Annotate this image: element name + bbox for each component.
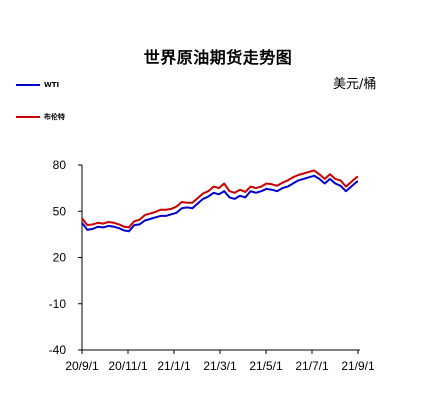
- series-lines: [81, 169, 359, 233]
- x-tick-label: 21/5/1: [249, 359, 283, 373]
- legend-label-wti: WTI: [44, 81, 60, 89]
- chart-title: 世界原油期货走势图: [143, 48, 293, 67]
- legend-label-brent: 布伦特: [44, 113, 65, 121]
- legend-swatch-wti: [16, 84, 40, 86]
- x-tick-label: 21/1/1: [157, 359, 191, 373]
- legend-swatch-brent: [16, 116, 40, 118]
- y-ticks: 80 50 20 -10 -40: [49, 158, 82, 357]
- y-tick-label: 50: [53, 204, 67, 218]
- x-tick-label: 21/3/1: [203, 359, 237, 373]
- series-line-brent: [81, 169, 359, 229]
- x-ticks: 20/9/1 20/11/1 21/1/1 21/3/1 21/5/1 21/7/1 21/…: [65, 350, 375, 373]
- x-tick-label: 20/11/1: [108, 359, 147, 373]
- x-tick-label: 21/9/1: [341, 359, 375, 373]
- y-tick-label: -40: [49, 343, 67, 357]
- x-tick-label: 21/7/1: [295, 359, 329, 373]
- x-tick-label: 20/9/1: [65, 359, 99, 373]
- legend-item-brent: 布伦特: [16, 110, 65, 124]
- series-line-wti: [81, 174, 359, 233]
- legend-item-wti: WTI: [16, 78, 59, 92]
- unit-label: 美元/桶: [333, 77, 377, 92]
- y-tick-label: 80: [53, 158, 67, 172]
- y-tick-label: 20: [53, 251, 67, 265]
- y-tick-label: -10: [49, 297, 67, 311]
